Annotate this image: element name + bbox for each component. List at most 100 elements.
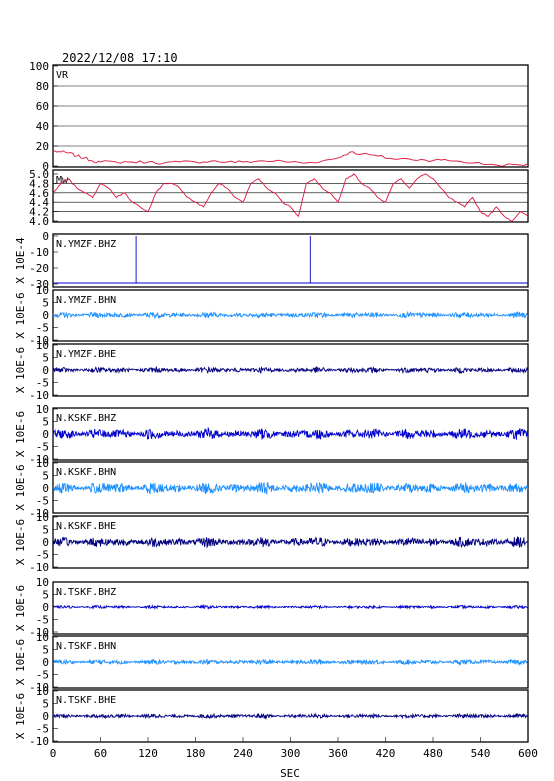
- panel-title: N.TSKF.BHN: [56, 641, 116, 652]
- y-tick-label: 0: [42, 710, 49, 723]
- y-tick-label: -10: [29, 681, 49, 694]
- y-tick-label: -10: [29, 334, 49, 347]
- y-axis-label: X 10E-6: [14, 585, 27, 631]
- y-tick-label: 5.0: [29, 168, 49, 181]
- panel-title: N.YMZF.BHZ: [56, 239, 116, 250]
- y-tick-label: 0: [42, 482, 49, 495]
- y-tick-label: -10: [29, 735, 49, 748]
- waveform-trace: [52, 603, 529, 611]
- y-tick-label: -10: [29, 626, 49, 639]
- x-tick-label: 240: [233, 747, 253, 760]
- y-axis-label: X 10E-6: [14, 519, 27, 565]
- waveform-trace: [52, 310, 529, 320]
- y-tick-label: 10: [36, 403, 49, 416]
- panel-3: -30 -20 -10 0 X 10E-4 N.YMZF.BHZ: [14, 230, 529, 291]
- panel-title: N.KSKF.BHZ: [56, 413, 116, 424]
- y-tick-label: -5: [36, 723, 49, 736]
- y-tick-label: 5: [42, 416, 49, 429]
- y-tick-label: 4.4: [29, 196, 49, 209]
- y-tick-label: 10: [36, 576, 49, 589]
- waveform-trace: [53, 236, 528, 284]
- panel-title: N.KSKF.BHE: [56, 521, 116, 532]
- y-axis-label: X 10E-6: [14, 347, 27, 393]
- x-tick-label: 360: [328, 747, 348, 760]
- waveform-trace: [52, 481, 529, 496]
- y-tick-label: -10: [29, 453, 49, 466]
- y-tick-label: 10: [36, 284, 49, 297]
- x-tick-label: 480: [423, 747, 443, 760]
- y-tick-label: -10: [29, 246, 49, 259]
- y-tick-label: -5: [36, 669, 49, 682]
- panel-frame: [52, 169, 529, 223]
- y-tick-label: 5: [42, 524, 49, 537]
- x-tick-label: 180: [186, 747, 206, 760]
- y-tick-label: 80: [36, 80, 49, 93]
- y-tick-label: 0: [42, 309, 49, 322]
- y-tick-label: 4.0: [29, 215, 49, 228]
- panel-title: N.YMZF.BHN: [56, 295, 116, 306]
- y-tick-label: 0: [42, 364, 49, 377]
- y-tick-label: -5: [36, 322, 49, 335]
- y-tick-label: -5: [36, 614, 49, 627]
- waveform-trace: [52, 365, 529, 375]
- y-axis-label: X 10E-6: [14, 693, 27, 739]
- y-axis-label: X 10E-6: [14, 639, 27, 685]
- y-tick-label: -5: [36, 549, 49, 562]
- y-axis-label: X 10E-4: [14, 237, 27, 284]
- panel-1: 0 20 40 60 80 100 VR: [29, 60, 529, 173]
- y-tick-label: 0: [42, 656, 49, 669]
- y-tick-label: 0: [42, 160, 49, 173]
- panel-title: N.TSKF.BHZ: [56, 587, 116, 598]
- y-tick-label: 0: [42, 428, 49, 441]
- y-tick-label: -10: [29, 389, 49, 402]
- x-tick-label: 540: [471, 747, 491, 760]
- y-tick-label: 20: [36, 140, 49, 153]
- y-tick-label: 60: [36, 100, 49, 113]
- x-tick-label: 60: [94, 747, 107, 760]
- y-tick-label: -5: [36, 377, 49, 390]
- y-tick-label: 4.6: [29, 187, 49, 200]
- panel-title: N.KSKF.BHN: [56, 467, 116, 478]
- y-tick-label: -10: [29, 561, 49, 574]
- y-tick-label: -5: [36, 441, 49, 454]
- x-axis-label: SEC: [280, 767, 300, 780]
- y-tick-label: 5: [42, 644, 49, 657]
- waveform-trace: [52, 536, 529, 549]
- y-tick-label: 0: [42, 601, 49, 614]
- panel-title: N.YMZF.BHE: [56, 349, 116, 360]
- x-axis: 0 60 120 180 240 300 360 420 480 540 600: [50, 737, 538, 760]
- y-tick-label: -5: [36, 495, 49, 508]
- y-tick-label: 5: [42, 352, 49, 365]
- y-tick-label: 5: [42, 698, 49, 711]
- x-tick-label: 420: [376, 747, 396, 760]
- y-tick-label: 10: [36, 339, 49, 352]
- panel-title: VR: [56, 70, 69, 81]
- panel-2: 4.04.24.44.64.85.0 Mw: [29, 168, 529, 228]
- y-tick-label: 10: [36, 457, 49, 470]
- waveform-trace: [52, 712, 529, 720]
- y-tick-label: 0: [42, 536, 49, 549]
- y-tick-label: 10: [36, 685, 49, 698]
- waveform-trace: [52, 658, 529, 667]
- y-tick-label: 5: [42, 470, 49, 483]
- y-tick-label: 4.8: [29, 177, 49, 190]
- y-tick-label: 100: [29, 60, 49, 73]
- x-tick-label: 600: [518, 747, 538, 760]
- y-tick-label: 4.2: [29, 206, 49, 219]
- y-tick-label: 10: [36, 511, 49, 524]
- y-axis-label: X 10E-6: [14, 411, 27, 457]
- y-tick-label: 5: [42, 589, 49, 602]
- y-tick-label: 10: [36, 631, 49, 644]
- x-tick-label: 0: [50, 747, 57, 760]
- panel-frame: [52, 581, 529, 635]
- waveform-trace: [53, 150, 529, 167]
